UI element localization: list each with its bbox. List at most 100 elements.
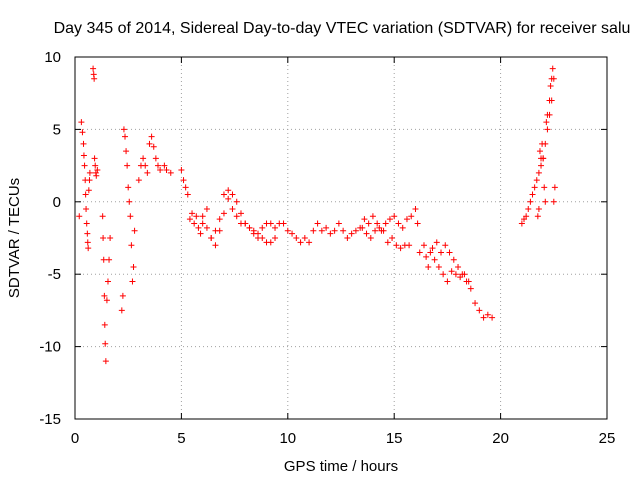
data-point xyxy=(237,210,244,217)
data-point xyxy=(86,169,93,176)
data-point xyxy=(433,239,440,246)
y-tick-label: 10 xyxy=(44,49,61,66)
data-point xyxy=(348,230,355,237)
data-point xyxy=(208,235,215,241)
data-point xyxy=(323,224,330,231)
data-point xyxy=(533,177,540,184)
axis-ticks xyxy=(74,56,608,420)
data-point xyxy=(455,263,462,270)
data-point xyxy=(152,155,159,162)
data-point xyxy=(100,235,107,241)
data-point xyxy=(250,230,257,237)
data-point xyxy=(457,274,464,281)
data-point xyxy=(352,227,359,234)
data-point xyxy=(435,263,442,270)
data-point xyxy=(163,166,170,173)
data-point xyxy=(472,300,479,307)
x-tick-label: 20 xyxy=(492,430,509,447)
data-point xyxy=(148,133,155,140)
data-point xyxy=(361,216,368,223)
data-point xyxy=(85,245,92,252)
data-point xyxy=(423,253,430,260)
data-point xyxy=(193,213,200,220)
data-point xyxy=(146,140,153,147)
x-tick-label: 15 xyxy=(386,430,403,447)
data-point xyxy=(523,213,530,220)
data-point xyxy=(101,321,108,328)
data-point xyxy=(93,172,100,179)
data-points xyxy=(76,65,558,365)
data-point xyxy=(267,220,274,227)
data-point xyxy=(272,224,279,231)
data-point xyxy=(314,220,321,227)
data-point xyxy=(427,249,434,256)
data-point xyxy=(184,191,191,198)
data-point xyxy=(119,292,126,299)
data-point xyxy=(431,256,438,263)
data-point xyxy=(541,184,548,191)
data-point xyxy=(297,239,304,246)
data-point xyxy=(272,235,279,241)
data-point xyxy=(220,210,227,217)
data-point xyxy=(547,82,554,89)
data-point xyxy=(246,224,253,231)
data-point xyxy=(140,155,147,162)
data-point xyxy=(120,126,127,133)
data-point xyxy=(259,224,266,231)
data-point xyxy=(540,155,547,162)
data-point xyxy=(367,235,374,241)
data-point xyxy=(551,184,558,191)
data-point xyxy=(78,119,85,126)
data-point xyxy=(344,235,351,241)
data-point xyxy=(212,227,219,234)
y-tick-label: -5 xyxy=(48,266,61,283)
data-point xyxy=(539,140,546,147)
data-point xyxy=(391,213,398,220)
data-point xyxy=(242,220,249,227)
y-axis-label: SDTVAR / TECUs xyxy=(6,178,23,298)
data-point xyxy=(130,263,137,270)
data-point xyxy=(446,249,453,256)
data-point xyxy=(195,224,202,231)
data-point xyxy=(542,198,549,205)
data-point xyxy=(101,292,108,299)
data-point xyxy=(538,162,545,169)
data-point xyxy=(80,152,87,159)
data-point xyxy=(380,227,387,234)
data-point xyxy=(104,278,111,285)
data-point xyxy=(83,206,90,213)
data-point xyxy=(543,119,550,126)
data-point xyxy=(429,245,436,252)
data-point xyxy=(84,239,91,246)
x-tick-labels: 0 5 10 15 20 25 xyxy=(71,430,616,447)
chart-title: Day 345 of 2014, Sidereal Day-to-day VTE… xyxy=(54,20,631,37)
data-point xyxy=(448,268,455,275)
data-point xyxy=(167,169,174,176)
data-point xyxy=(197,230,204,237)
data-point xyxy=(550,198,557,205)
data-point xyxy=(229,191,236,198)
data-point xyxy=(220,191,227,198)
data-point xyxy=(536,148,543,155)
data-point xyxy=(161,162,168,169)
data-point xyxy=(384,239,391,246)
data-point xyxy=(406,242,413,249)
data-point xyxy=(549,65,556,72)
data-point xyxy=(180,177,187,184)
data-point xyxy=(103,297,110,304)
y-tick-label: -15 xyxy=(39,411,61,428)
data-point xyxy=(393,242,400,249)
data-point xyxy=(529,191,536,198)
data-point xyxy=(465,278,472,285)
data-point xyxy=(310,227,317,234)
data-point xyxy=(403,216,410,223)
data-point xyxy=(408,213,415,220)
data-point xyxy=(79,129,86,136)
data-point xyxy=(293,235,300,241)
data-point xyxy=(518,220,525,227)
data-point xyxy=(359,224,366,231)
data-point xyxy=(122,133,129,140)
data-point xyxy=(212,242,219,249)
data-point xyxy=(106,256,113,263)
